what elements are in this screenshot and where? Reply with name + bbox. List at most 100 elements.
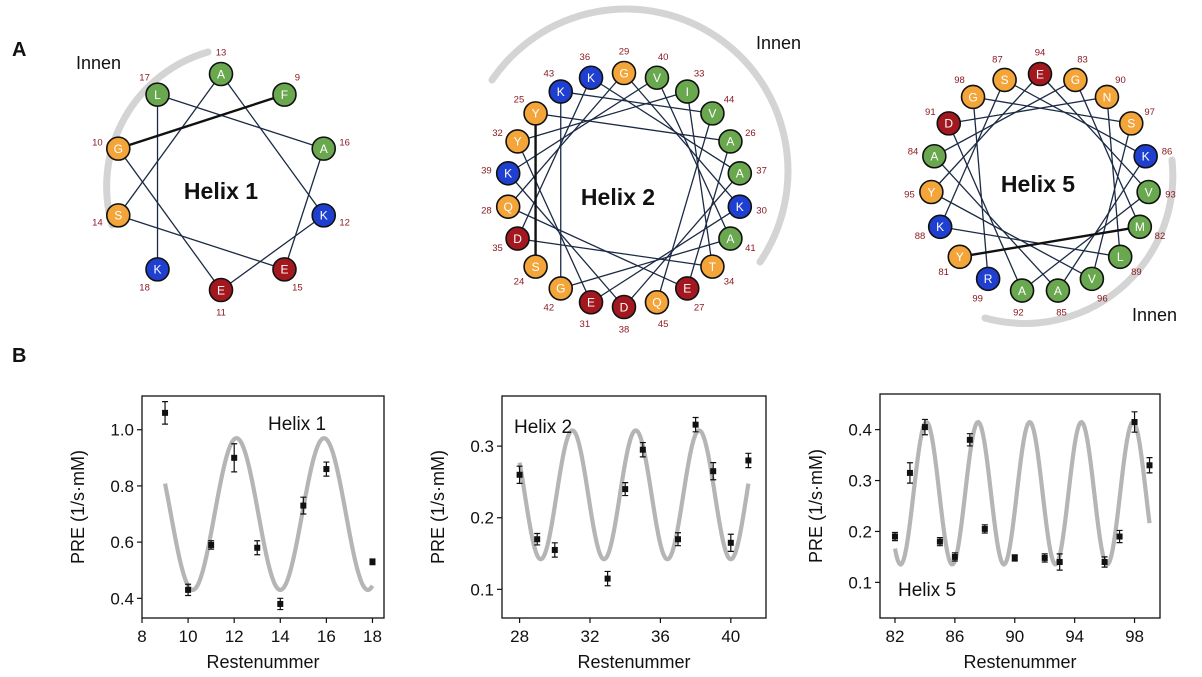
residue-26: A 26 (718, 128, 756, 154)
data-point (300, 502, 307, 509)
residue-circle (548, 276, 574, 301)
residue-circle (674, 79, 700, 104)
helix-5-pre-chart: 82 86 90 94 98 0.1 0.2 0.3 0.4 Restenummer PRE (1/… (806, 393, 1161, 672)
residue-circle (495, 194, 521, 219)
residue-number: 89 (1131, 267, 1142, 278)
residue-number: 81 (938, 267, 949, 278)
residue-letter: A (320, 142, 328, 156)
y-tick-label: 0.1 (848, 573, 872, 592)
data-point (1146, 462, 1153, 469)
residue-number: 87 (992, 55, 1003, 66)
residue-92: A 92 (1009, 278, 1035, 319)
y-tick-label: 0.3 (470, 437, 494, 456)
data-point (639, 446, 646, 453)
wheel-connection (656, 77, 732, 239)
data-point (675, 536, 681, 543)
wheel-connection (507, 77, 658, 174)
fit-curve (162, 436, 375, 592)
helix-5-innen-arc (981, 156, 1177, 327)
data-point (1011, 554, 1018, 561)
y-tick-label: 0.2 (470, 509, 494, 528)
residue-44: V 44 (700, 94, 734, 126)
residue-85: A 85 (1045, 278, 1071, 319)
residue-circle (548, 79, 574, 104)
residue-circle (495, 161, 521, 186)
residue-number: 40 (658, 52, 669, 63)
residue-letter: N (1103, 90, 1112, 104)
residue-number: 43 (544, 69, 555, 80)
residue-83: G 83 (1063, 55, 1088, 93)
residue-circle (311, 203, 337, 228)
residue-circle (105, 136, 131, 161)
residue-circle (927, 214, 953, 240)
wheel-connection (1021, 191, 1150, 292)
wheel-connection (623, 172, 741, 308)
wheel-connection (623, 72, 741, 208)
residue-number: 84 (908, 146, 919, 157)
residue-letter: Q (504, 200, 513, 214)
residue-circle (311, 136, 337, 161)
residue-25: Y 25 (514, 94, 548, 126)
data-point (692, 421, 699, 428)
residue-letter: E (217, 283, 225, 297)
y-axis-title: PRE (1/s·mM) (806, 449, 826, 563)
residue-number: 91 (925, 107, 936, 118)
residue-letter: K (936, 220, 944, 234)
y-tick-label: 0.2 (848, 522, 872, 541)
residue-circle (1094, 84, 1120, 110)
helix-1-wheel: Innen A 13 F9 A 16 K 12 E 15 E 11 K 18 S 14 G 10 L 17 Heli… (76, 48, 350, 319)
wheel-connection (933, 155, 1059, 291)
residue-letter: A (1054, 284, 1062, 298)
helix-1-title: Helix 1 (184, 178, 258, 204)
residue-letter: S (1001, 73, 1009, 87)
residue-circle (674, 276, 700, 301)
wheel-connection (686, 91, 714, 267)
residue-43: K43 (544, 69, 574, 104)
residue-number: 42 (544, 302, 555, 313)
residue-97: S 97 (1118, 107, 1155, 136)
residue-89: L 89 (1107, 244, 1142, 278)
residue-13: A 13 (208, 48, 234, 87)
residue-letter: I (686, 85, 689, 99)
data-point (745, 457, 752, 464)
residue-letter: S (532, 260, 540, 274)
wheel-connection (507, 206, 688, 290)
data-point (936, 538, 943, 545)
residue-circle (718, 129, 743, 154)
residue-letter: E (683, 282, 691, 296)
residue-letter: V (653, 71, 661, 85)
plot-frame (501, 395, 767, 619)
residue-95: Y 95 (904, 179, 944, 205)
residue-24: S 24 (514, 254, 548, 288)
residue-letter: A (726, 232, 734, 246)
residue-circle (578, 289, 604, 315)
residue-letter: G (114, 142, 123, 156)
residue-circle (1063, 67, 1088, 93)
residue-27: E27 (674, 276, 704, 313)
data-point (710, 468, 717, 475)
residue-30: K 30 (727, 194, 767, 219)
residue-letter: S (1127, 117, 1135, 131)
x-axis-title: Restenummer (963, 652, 1076, 672)
residue-number: 39 (481, 166, 492, 177)
residue-letter: K (587, 71, 595, 85)
residue-letter: Y (514, 135, 522, 149)
residue-number: 41 (745, 243, 756, 254)
residue-87: S 87 (992, 55, 1017, 93)
residue-circle (727, 194, 753, 219)
data-point (951, 553, 958, 560)
residue-93: V 93 (1136, 179, 1176, 205)
residue-letter: Y (956, 250, 964, 264)
residue-circle (145, 257, 170, 282)
fit-curve (517, 428, 751, 562)
residue-number: 96 (1097, 294, 1108, 305)
residue-18: K 18 (139, 257, 170, 294)
residue-circle (922, 143, 947, 169)
residue-84: A 84 (908, 143, 947, 169)
residue-circle (700, 101, 725, 126)
chart-title: Helix 1 (268, 414, 326, 435)
x-tick-label: 14 (271, 627, 290, 646)
data-point (1131, 419, 1138, 425)
